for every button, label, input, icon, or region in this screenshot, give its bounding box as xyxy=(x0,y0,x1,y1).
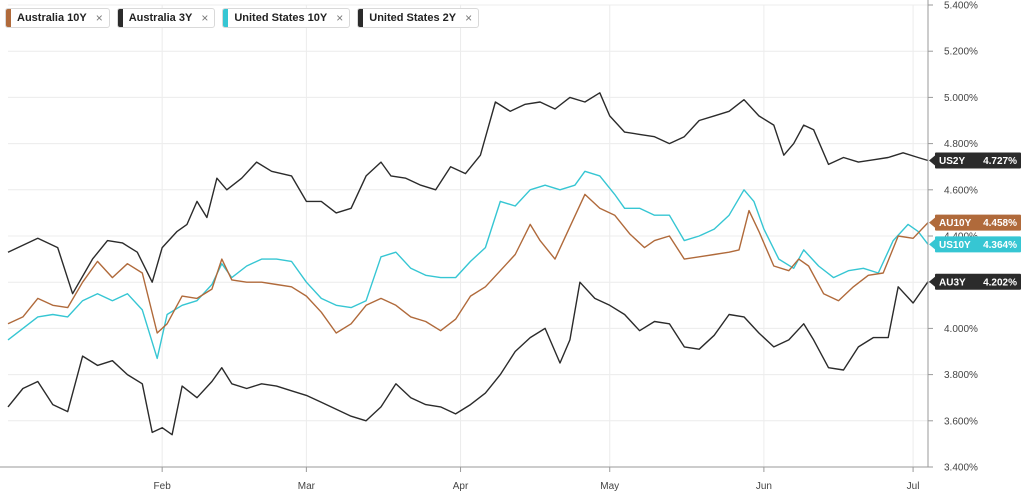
value-badge-symbol: AU3Y xyxy=(939,277,966,288)
series-line-au10y xyxy=(7,193,929,334)
close-icon[interactable]: × xyxy=(336,11,344,25)
y-tick-label: 3.600% xyxy=(944,416,978,427)
value-badge-pointer xyxy=(929,217,935,228)
value-badge-bg xyxy=(935,273,1021,290)
x-tick-label: May xyxy=(600,481,619,492)
legend-chip-australia-10y[interactable]: Australia 10Y × xyxy=(5,8,110,28)
series-line-us2y xyxy=(7,92,929,295)
y-tick-label: 4.600% xyxy=(944,185,978,196)
value-badge-us10y: US10Y 4.364% xyxy=(929,236,1021,253)
x-tick-label: Apr xyxy=(453,481,469,492)
grid xyxy=(8,4,928,468)
legend-swatch xyxy=(358,9,364,27)
value-badge-value: 4.727% xyxy=(983,156,1017,167)
legend: Australia 10Y × Australia 3Y × United St… xyxy=(5,8,480,28)
value-badge-pointer xyxy=(929,155,935,166)
series-line-au3y xyxy=(7,281,929,436)
value-badge-value: 4.458% xyxy=(983,218,1017,229)
x-tick-label: Jul xyxy=(907,481,920,492)
legend-chip-united-states-2y[interactable]: United States 2Y × xyxy=(357,8,480,28)
y-tick-label: 3.800% xyxy=(944,370,978,381)
value-badge-symbol: US10Y xyxy=(939,240,971,251)
x-tick-label: Jun xyxy=(756,481,772,492)
y-tick-label: 3.400% xyxy=(944,463,978,474)
value-badge-pointer xyxy=(929,239,935,250)
legend-swatch xyxy=(6,9,11,27)
legend-chip-australia-3y[interactable]: Australia 3Y × xyxy=(116,8,216,28)
series-line-us10y xyxy=(7,170,929,360)
x-tick-label: Feb xyxy=(154,481,172,492)
legend-swatch xyxy=(117,9,123,27)
value-badge-au3y: AU3Y 4.202% xyxy=(929,273,1021,290)
y-tick-label: 4.800% xyxy=(944,139,978,150)
value-badge-symbol: US2Y xyxy=(939,156,965,167)
value-badge-symbol: AU10Y xyxy=(939,218,972,229)
value-badge-bg xyxy=(935,236,1021,253)
value-badge-us2y: US2Y 4.727% xyxy=(929,152,1021,169)
legend-label: United States 10Y xyxy=(234,12,328,24)
legend-label: Australia 10Y xyxy=(17,12,87,24)
x-axis: Feb Mar Apr May Jun Jul xyxy=(0,466,928,492)
close-icon[interactable]: × xyxy=(201,11,209,25)
x-tick-label: Mar xyxy=(298,481,316,492)
value-badges: US2Y 4.727% AU10Y 4.458% US10Y 4.364% AU3Y 4.20… xyxy=(929,152,1021,290)
value-badge-bg xyxy=(935,152,1021,169)
legend-swatch xyxy=(223,9,229,27)
legend-chip-united-states-10y[interactable]: United States 10Y × xyxy=(222,8,351,28)
value-badge-value: 4.202% xyxy=(983,277,1017,288)
y-tick-label: 5.000% xyxy=(944,93,978,104)
value-badge-value: 4.364% xyxy=(983,240,1017,251)
legend-label: United States 2Y xyxy=(369,12,457,24)
close-icon[interactable]: × xyxy=(95,11,103,25)
legend-label: Australia 3Y xyxy=(128,12,193,24)
close-icon[interactable]: × xyxy=(465,11,473,25)
series-layer xyxy=(7,92,929,436)
y-tick-label: 5.200% xyxy=(944,47,978,58)
y-tick-label: 4.000% xyxy=(944,324,978,335)
value-badge-au10y: AU10Y 4.458% xyxy=(929,214,1021,231)
y-tick-label: 5.400% xyxy=(944,1,978,12)
value-badge-pointer xyxy=(929,276,935,287)
value-badge-bg xyxy=(935,214,1021,231)
